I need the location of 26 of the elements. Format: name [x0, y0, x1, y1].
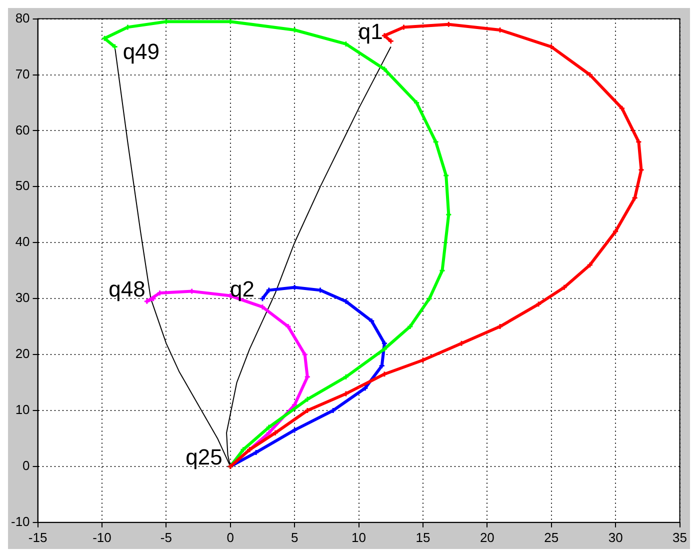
y-tick-label: 70 — [15, 66, 30, 82]
annotation: q48 — [108, 276, 146, 302]
annotation: q25 — [186, 444, 222, 470]
y-tick-label: -10 — [10, 514, 30, 529]
y-tick-label: 0 — [22, 458, 30, 474]
y-tick-label: 50 — [15, 178, 30, 194]
x-tick-label: 5 — [290, 530, 298, 545]
y-tick-label: 40 — [15, 234, 30, 250]
annotation: q1 — [358, 19, 383, 44]
y-tick-label: 60 — [15, 122, 30, 138]
x-tick-label: -15 — [28, 530, 48, 545]
y-tick-label: 20 — [15, 346, 30, 362]
x-tick-label: -10 — [92, 530, 112, 545]
annotation: q49 — [122, 39, 160, 64]
x-tick-label: 25 — [544, 530, 559, 545]
x-tick-label: 30 — [608, 530, 623, 545]
x-tick-label: -5 — [160, 530, 172, 545]
y-tick-label: 30 — [15, 290, 30, 306]
annotation: q2 — [230, 276, 254, 302]
y-tick-label: 80 — [15, 10, 30, 26]
x-tick-label: 0 — [226, 530, 234, 545]
x-tick-label: 10 — [352, 530, 366, 545]
x-tick-label: 20 — [480, 530, 494, 545]
y-tick-label: 10 — [15, 402, 30, 418]
x-tick-label: 15 — [416, 530, 430, 545]
x-tick-label: 35 — [672, 530, 688, 545]
